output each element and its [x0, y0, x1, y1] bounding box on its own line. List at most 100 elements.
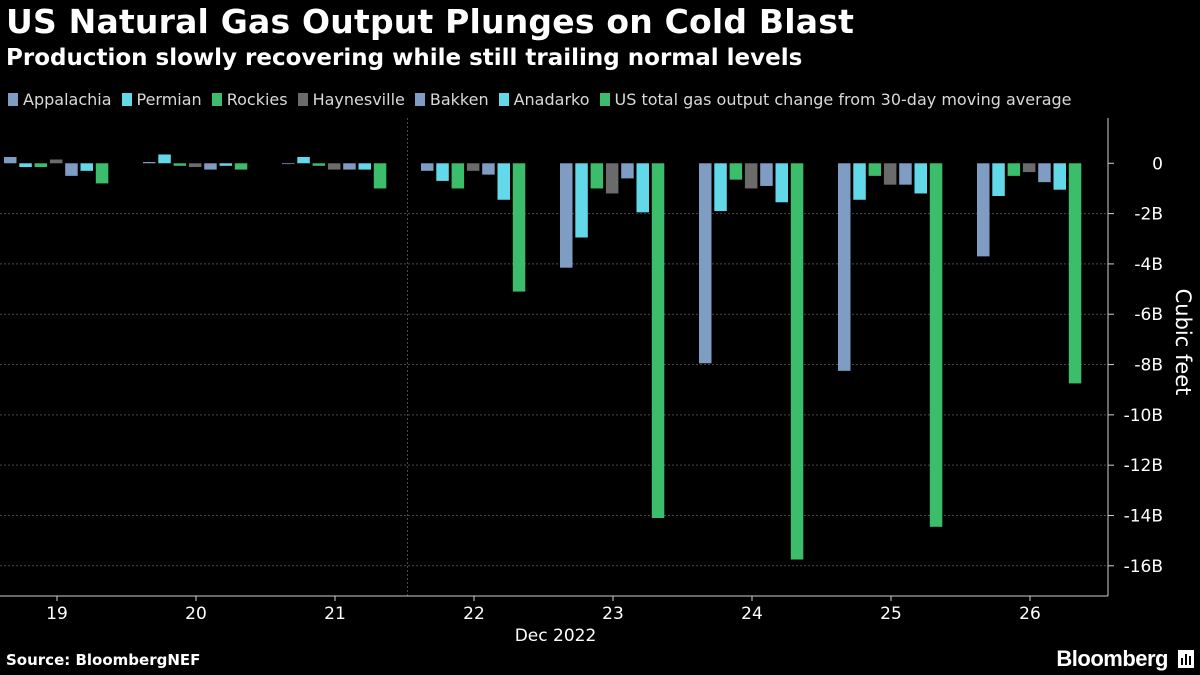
bar [775, 163, 788, 203]
bar [95, 163, 109, 184]
x-tick-label: 25 [880, 604, 902, 624]
bar [219, 163, 232, 166]
x-tick-label: 24 [741, 604, 763, 624]
y-tick-label: -4B [1134, 255, 1163, 275]
axes: 0 -2B -4B -6B -8B -10B -12B -14B -16B 19 20 21 22 23 2… [0, 118, 1195, 646]
legend-swatch [414, 93, 425, 106]
bar [436, 163, 449, 181]
bar [560, 163, 573, 268]
legend-item-us-total: US total gas output change from 30-day m… [599, 90, 1072, 109]
legend-swatch [297, 93, 308, 106]
y-axis-label: Cubic feet [1171, 289, 1195, 396]
legend-item-bakken: Bakken [414, 90, 489, 109]
chart-title: US Natural Gas Output Plunges on Cold Bl… [6, 2, 855, 41]
y-tick-label: -12B [1124, 456, 1163, 476]
bar [143, 162, 156, 164]
terminal-icon [1178, 650, 1194, 668]
bar [451, 163, 465, 189]
y-tick-label: -2B [1134, 205, 1163, 225]
legend-item-anadarko: Anadarko [498, 90, 590, 109]
bar [282, 163, 295, 165]
bar [80, 163, 93, 171]
bar [188, 163, 202, 168]
bar [651, 163, 665, 519]
bar [234, 163, 248, 170]
bar [714, 163, 727, 212]
bar [868, 163, 882, 176]
bar [65, 163, 78, 176]
bar [699, 163, 712, 364]
bar [482, 163, 495, 175]
bar [297, 156, 310, 164]
bar [760, 163, 773, 186]
bar [327, 163, 341, 170]
bar [358, 163, 371, 170]
bar [636, 163, 649, 213]
bar [312, 163, 326, 166]
legend-swatch [121, 93, 132, 106]
bar [173, 163, 187, 166]
legend-item-appalachia: Appalachia [8, 90, 112, 109]
bar [899, 163, 912, 185]
bar [575, 163, 588, 238]
legend-label: Appalachia [23, 90, 112, 109]
bar [1022, 163, 1036, 173]
y-tick-label: -6B [1134, 305, 1163, 325]
y-tick-label: 0 [1152, 154, 1163, 174]
bloomberg-logo: Bloomberg [1056, 646, 1168, 671]
legend-label: Permian [136, 90, 202, 109]
gridlines [0, 118, 1108, 596]
bar [977, 163, 990, 257]
bar [992, 163, 1005, 196]
chart-subtitle: Production slowly recovering while still… [6, 45, 803, 71]
x-tick-label: 19 [46, 604, 68, 624]
bar [204, 163, 217, 170]
legend-swatch [8, 93, 18, 106]
bar [4, 156, 17, 164]
bar [621, 163, 634, 179]
legend-label: US total gas output change from 30-day m… [614, 90, 1072, 109]
bar [605, 163, 619, 194]
bar [512, 163, 526, 292]
bars [4, 154, 1082, 560]
bar [729, 163, 743, 180]
y-tick-label: -16B [1124, 557, 1163, 577]
x-tick-label: 20 [185, 604, 207, 624]
bar [883, 163, 897, 185]
bar [838, 163, 851, 371]
legend-label: Rockies [226, 90, 288, 109]
x-tick-label: 23 [602, 604, 624, 624]
bar [19, 163, 32, 168]
bar [343, 163, 356, 170]
bar [1038, 163, 1051, 183]
bar [744, 163, 758, 189]
bar [373, 163, 387, 189]
legend-label: Anadarko [513, 90, 590, 109]
bar [49, 159, 63, 164]
legend-swatch [498, 93, 509, 106]
legend-swatch [211, 93, 222, 106]
bar [853, 163, 866, 200]
legend-swatch [599, 93, 610, 106]
bar [466, 163, 480, 171]
bar [1068, 163, 1082, 384]
x-axis-label: Dec 2022 [515, 626, 597, 646]
legend-item-haynesville: Haynesville [297, 90, 405, 109]
y-tick-label: -8B [1134, 356, 1163, 376]
x-tick-label: 21 [324, 604, 346, 624]
legend: Appalachia Permian Rockies Haynesville B… [8, 90, 1082, 109]
y-tick-label: -10B [1124, 406, 1163, 426]
bar [790, 163, 804, 560]
bar [929, 163, 943, 527]
y-tick-label: -14B [1124, 506, 1163, 526]
legend-item-rockies: Rockies [211, 90, 288, 109]
x-tick-label: 26 [1019, 604, 1041, 624]
legend-item-permian: Permian [121, 90, 202, 109]
legend-label: Bakken [429, 90, 489, 109]
bar [590, 163, 604, 189]
x-tick-label: 22 [463, 604, 485, 624]
legend-label: Haynesville [312, 90, 405, 109]
bar [34, 163, 48, 168]
bar [914, 163, 927, 194]
